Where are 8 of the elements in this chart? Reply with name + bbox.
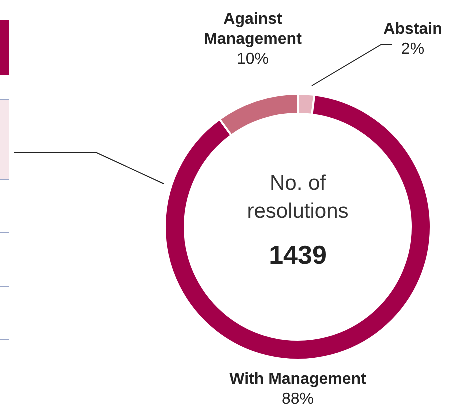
slice-label: Abstain [384, 20, 442, 40]
text: No. of resolutions [246, 171, 350, 225]
data-label: 2% [401, 41, 425, 58]
slice-label: Against Management [203, 10, 303, 50]
data-label: 10% [236, 51, 270, 68]
data-label: 88% [282, 391, 314, 408]
slice-label: With Management [230, 370, 366, 390]
text: 1439 [268, 240, 328, 271]
